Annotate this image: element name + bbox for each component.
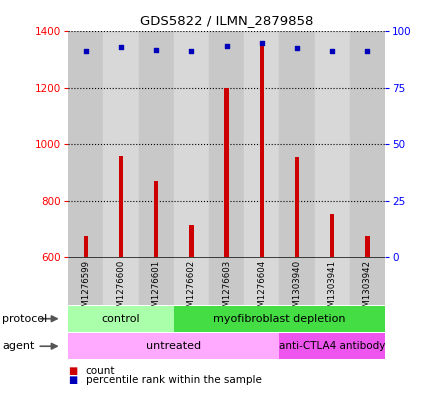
Bar xyxy=(68,257,103,305)
Bar xyxy=(350,31,385,257)
Text: GSM1276601: GSM1276601 xyxy=(152,260,161,318)
Text: GSM1303940: GSM1303940 xyxy=(293,260,301,318)
Point xyxy=(329,48,336,54)
Bar xyxy=(139,31,174,257)
Bar xyxy=(68,31,103,257)
Bar xyxy=(189,225,194,257)
Bar xyxy=(279,257,315,305)
Text: ■: ■ xyxy=(68,365,77,376)
FancyBboxPatch shape xyxy=(279,333,385,359)
Bar xyxy=(209,257,244,305)
Text: untreated: untreated xyxy=(146,341,202,351)
Bar xyxy=(84,236,88,257)
Bar xyxy=(103,31,139,257)
Bar xyxy=(103,257,139,305)
Point xyxy=(188,48,195,54)
Text: GSM1276599: GSM1276599 xyxy=(81,260,90,318)
Bar xyxy=(315,31,350,257)
Bar xyxy=(295,157,299,257)
Bar xyxy=(244,257,279,305)
Bar xyxy=(224,88,229,257)
Text: GSM1276603: GSM1276603 xyxy=(222,260,231,318)
FancyBboxPatch shape xyxy=(68,306,174,332)
Point xyxy=(117,44,125,50)
Bar xyxy=(139,257,174,305)
Bar xyxy=(154,181,158,257)
Text: anti-CTLA4 antibody: anti-CTLA4 antibody xyxy=(279,341,385,351)
Text: GSM1276604: GSM1276604 xyxy=(257,260,266,318)
Bar xyxy=(174,257,209,305)
Point xyxy=(364,48,371,54)
Point xyxy=(223,43,230,50)
Text: percentile rank within the sample: percentile rank within the sample xyxy=(86,375,262,386)
Bar xyxy=(174,31,209,257)
Bar xyxy=(365,236,370,257)
Bar xyxy=(244,31,279,257)
Text: count: count xyxy=(86,365,115,376)
Text: myofibroblast depletion: myofibroblast depletion xyxy=(213,314,346,324)
Text: GSM1303942: GSM1303942 xyxy=(363,260,372,318)
Point xyxy=(82,48,89,54)
Bar xyxy=(279,31,315,257)
FancyBboxPatch shape xyxy=(174,306,385,332)
Point xyxy=(293,45,301,51)
Text: GSM1276600: GSM1276600 xyxy=(117,260,125,318)
Bar xyxy=(315,257,350,305)
Bar xyxy=(119,156,123,257)
Text: control: control xyxy=(102,314,140,324)
Text: GSM1276602: GSM1276602 xyxy=(187,260,196,318)
Bar xyxy=(350,257,385,305)
Title: GDS5822 / ILMN_2879858: GDS5822 / ILMN_2879858 xyxy=(140,15,313,28)
Text: protocol: protocol xyxy=(2,314,48,324)
Point xyxy=(258,40,265,46)
Bar xyxy=(209,31,244,257)
Bar xyxy=(330,214,334,257)
Text: ■: ■ xyxy=(68,375,77,386)
Bar xyxy=(260,43,264,257)
Point xyxy=(153,47,160,53)
FancyBboxPatch shape xyxy=(68,333,279,359)
Text: GSM1303941: GSM1303941 xyxy=(328,260,337,318)
Text: agent: agent xyxy=(2,341,35,351)
